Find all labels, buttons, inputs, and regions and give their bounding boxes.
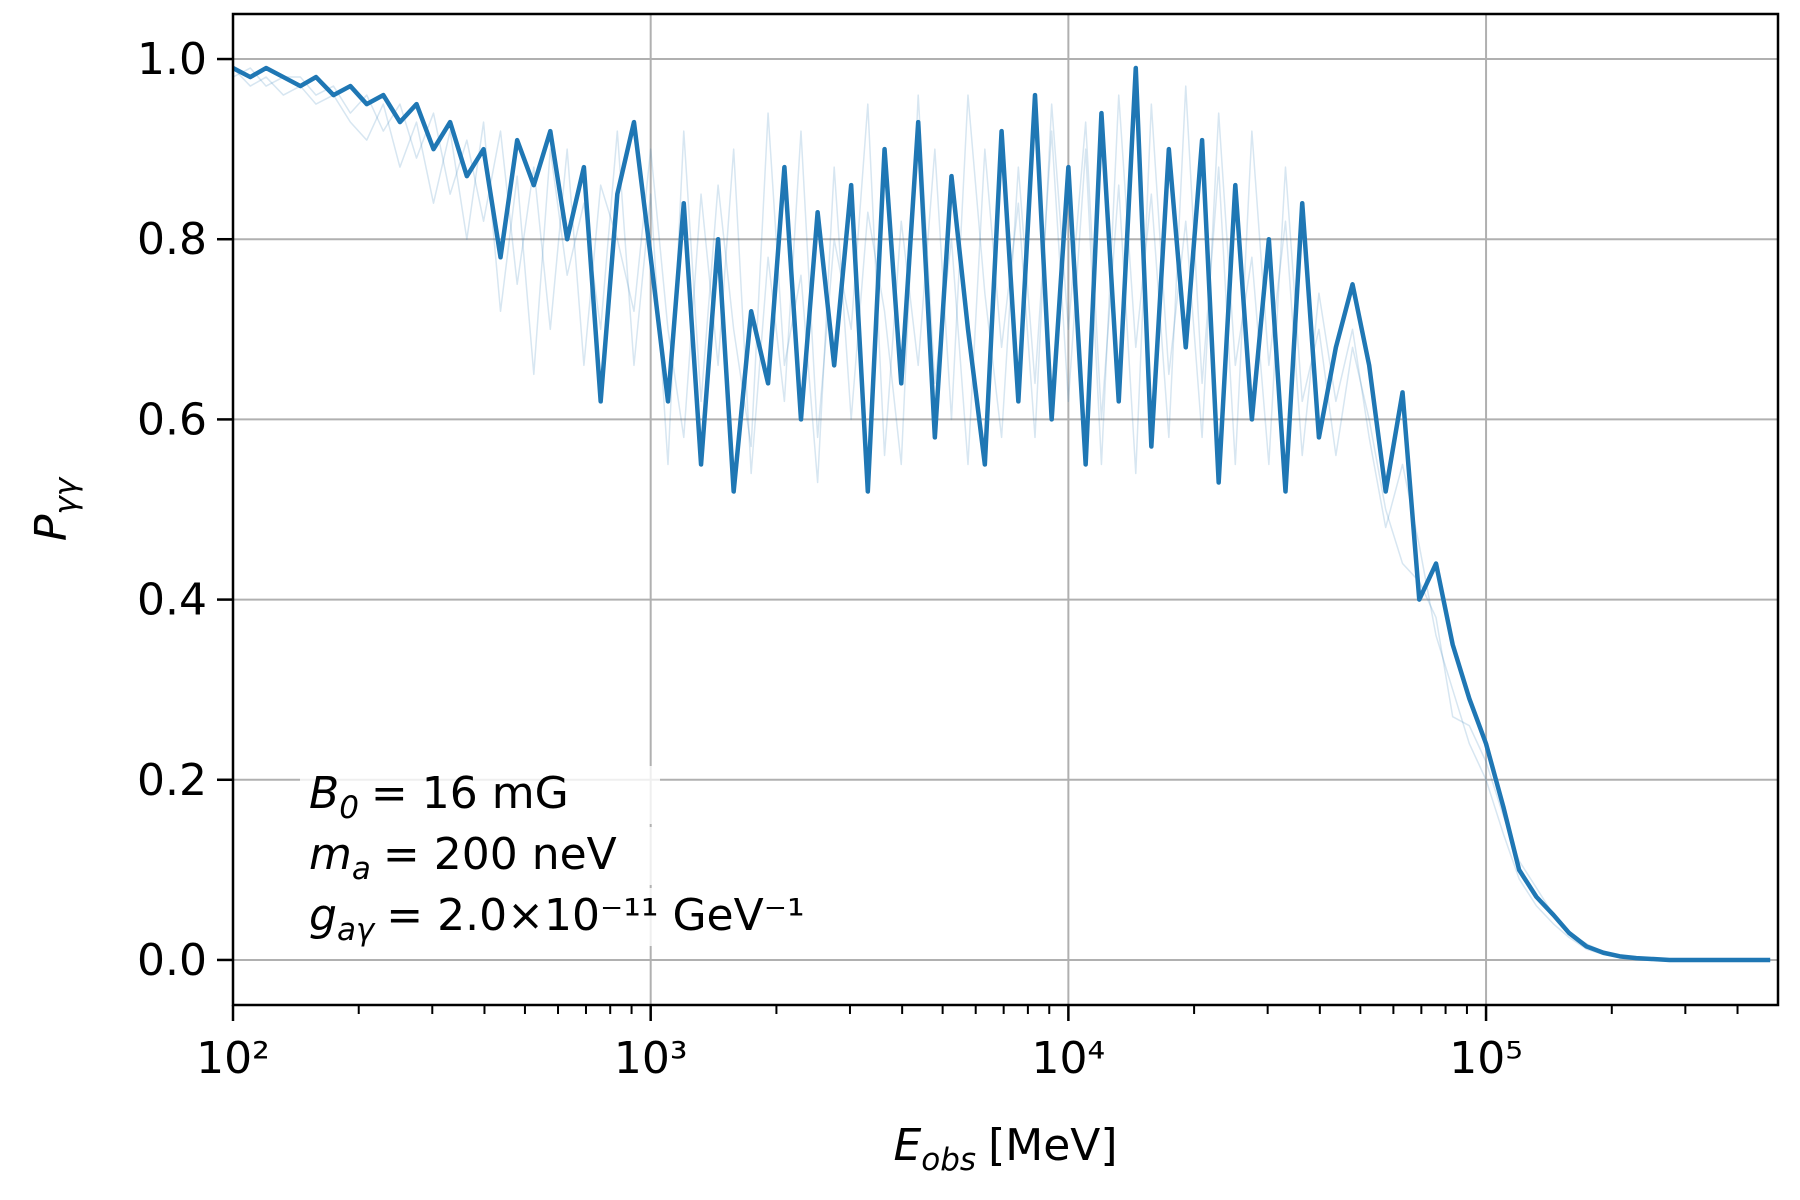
- x-axis-label: Eobs [MeV]: [893, 1120, 1117, 1178]
- subscript: aγ: [337, 912, 376, 948]
- subscript: γγ: [48, 476, 84, 514]
- label-text: [MeV]: [988, 1120, 1117, 1171]
- symbol: B: [309, 768, 339, 819]
- y-tick-label: 1.0: [137, 34, 207, 85]
- y-tick-label: 0.8: [137, 214, 207, 265]
- annotation: ma = 200 neV: [309, 829, 617, 887]
- subscript: 0: [339, 790, 359, 826]
- subscript: obs: [921, 1142, 976, 1178]
- y-tick-label: 0.0: [137, 935, 207, 986]
- annotation-background: [300, 888, 960, 946]
- x-tick-label: 10⁵: [1449, 1033, 1523, 1084]
- label-text: = 200 neV: [383, 829, 617, 880]
- data-line: [233, 65, 1771, 963]
- y-tick-label: 0.6: [137, 394, 207, 445]
- x-tick-label: 10²: [196, 1033, 270, 1084]
- symbol: E: [893, 1120, 921, 1171]
- annotation: B0 = 16 mG: [309, 768, 569, 826]
- x-tick-label: 10⁴: [1032, 1033, 1106, 1084]
- y-tick-label: 0.4: [137, 575, 207, 626]
- axes-frame: [231, 12, 1780, 1007]
- annotation-background: [300, 827, 660, 885]
- annotation-background: [300, 766, 660, 824]
- ticks: [217, 57, 1739, 1021]
- y-axis-label: Pγγ: [26, 476, 84, 541]
- x-tick-label: 10³: [614, 1033, 688, 1084]
- labels: 0.0 0.2 0.4 0.6 0.8 1.0 10² 10³ 10⁴ 10⁵ Eobs [MeV] P…: [26, 34, 1523, 1178]
- label-text: = 2.0×10⁻¹¹ GeV⁻¹: [386, 890, 804, 941]
- subscript: a: [352, 851, 371, 887]
- annotation: gaγ = 2.0×10⁻¹¹ GeV⁻¹: [309, 890, 805, 948]
- symbol: P: [26, 514, 77, 541]
- y-tick-label: 0.2: [137, 755, 207, 806]
- plot-lines: [233, 65, 1771, 963]
- symbol: g: [309, 890, 337, 941]
- label-text: = 16 mG: [371, 768, 569, 819]
- symbol: m: [309, 829, 352, 880]
